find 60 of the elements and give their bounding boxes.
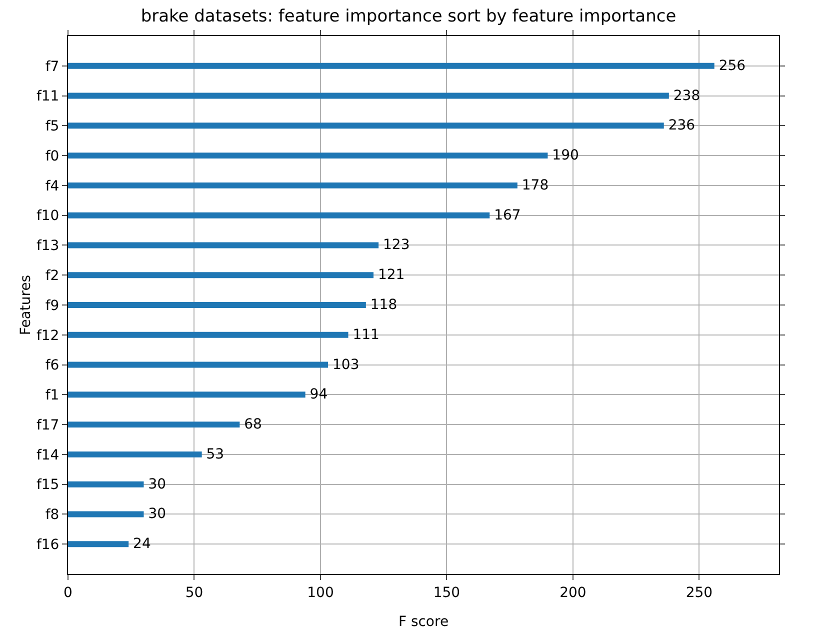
bar [68,92,669,99]
bar [68,272,374,278]
data-label: 178 [517,177,549,194]
data-label: 121 [374,267,405,284]
y-tick-label: f10 [36,208,60,224]
y-tick-label: f12 [36,328,60,344]
bar [68,362,328,368]
bar [68,152,548,159]
y-tick-label: f17 [36,417,60,434]
data-label: 256 [714,58,746,74]
data-label: 236 [664,118,696,134]
y-tick-label: f16 [36,537,60,554]
bar [68,242,379,248]
y-tick-label: f9 [45,298,60,314]
bar [68,392,306,398]
y-tick-label: f1 [45,388,60,404]
bar [68,541,129,548]
bar [68,302,366,308]
y-tick-label: f8 [45,507,60,524]
x-axis-title: F score [398,614,449,630]
data-label: 123 [378,237,410,254]
data-label: 190 [548,148,579,164]
bar [68,422,240,428]
x-tick-label: 250 [686,584,713,601]
data-label: 30 [144,476,166,492]
data-label: 68 [240,416,262,433]
y-tick-label: f2 [45,268,60,284]
data-label: 167 [490,207,521,224]
y-tick-label: f13 [36,238,60,254]
x-tick-label: 100 [307,584,334,601]
y-tick-label: f5 [45,118,60,135]
y-tick-label: f15 [36,477,60,494]
x-tick-label: 200 [560,584,586,601]
x-tick-label: 150 [433,584,460,601]
bar [68,62,714,69]
y-axis-title: Features [18,274,34,336]
data-label: 53 [202,446,224,462]
y-tick-label: f6 [45,358,60,374]
x-tick-label: 0 [64,584,72,601]
y-tick-label: f7 [45,58,60,75]
bar [68,182,518,188]
data-label: 24 [128,536,151,552]
bar [68,481,144,488]
chart-title: brake datasets: feature importance sort by feature importance [140,6,676,26]
bar [68,122,664,129]
x-tick-label: 50 [185,584,204,601]
data-label: 103 [328,356,360,373]
bar [68,511,144,518]
data-label: 30 [144,506,166,522]
data-label: 238 [668,88,700,104]
data-label: 94 [305,386,328,403]
bar [68,451,202,458]
data-label: 118 [366,297,398,313]
data-label: 111 [348,326,380,343]
y-tick-label: f4 [45,178,60,194]
bar [68,332,348,338]
y-tick-label: f0 [45,148,60,164]
y-tick-label: f11 [36,88,60,105]
y-tick-label: f14 [36,447,60,464]
bar [68,212,490,218]
